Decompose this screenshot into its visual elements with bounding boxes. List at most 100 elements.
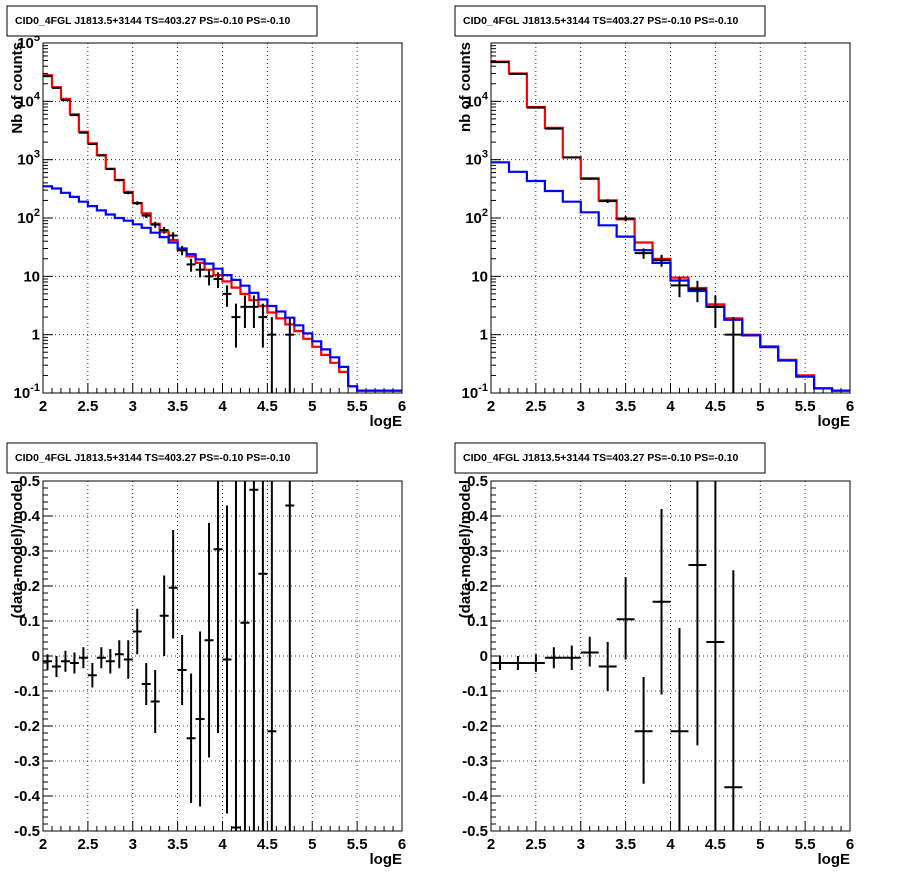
x-tick-label: 6 — [398, 836, 406, 853]
data-point — [562, 645, 581, 670]
y-tick-label: 0.2 — [19, 578, 40, 595]
data-point — [213, 272, 223, 289]
x-axis-ticks — [42, 383, 403, 393]
data-point — [60, 650, 70, 672]
x-tick-label: 5 — [756, 398, 764, 415]
data-point — [213, 481, 223, 733]
data-point — [598, 199, 617, 203]
x-axis-title: logE — [818, 413, 851, 430]
y-tick-label: 0 — [32, 648, 40, 665]
y-tick-label: -0.4 — [14, 788, 41, 805]
y-tick-label: 102 — [465, 207, 488, 227]
x-tick-label: 6 — [846, 398, 854, 415]
data-point — [267, 317, 277, 393]
data-point — [195, 263, 205, 278]
x-tick-label: 2.5 — [525, 398, 546, 415]
x-axis-title: logE — [818, 851, 851, 868]
data-point — [544, 127, 563, 130]
data-point — [240, 295, 250, 329]
title-box — [6, 5, 318, 37]
title-box — [454, 442, 766, 474]
x-tick-label: 3 — [577, 836, 585, 853]
data-points — [491, 61, 743, 393]
data-point — [132, 201, 142, 206]
x-tick-label: 4 — [666, 398, 675, 415]
x-tick-label: 3 — [577, 398, 585, 415]
data-point — [706, 295, 725, 329]
x-tick-label: 4 — [666, 836, 675, 853]
x-tick-label: 5.5 — [347, 398, 368, 415]
x-tick-label: 2.5 — [77, 836, 98, 853]
y-tick-label: 0.5 — [467, 473, 488, 490]
y-tick-label: 103 — [17, 149, 40, 169]
x-tick-label: 4.5 — [705, 836, 726, 853]
data-point — [114, 640, 124, 669]
data-point — [231, 303, 241, 348]
data-point — [43, 654, 52, 670]
data-point — [249, 295, 259, 329]
y-tick-label: -0.1 — [462, 683, 488, 700]
y-axis-title: nb of counts — [457, 42, 474, 132]
y-tick-label: -0.5 — [14, 823, 40, 840]
y-tick-label: 10 — [23, 268, 40, 285]
data-point — [141, 663, 151, 705]
data-point — [87, 143, 97, 146]
y-tick-label: 1 — [480, 327, 488, 344]
x-tick-label: 5 — [756, 836, 764, 853]
y-tick-label: 0.5 — [19, 473, 40, 490]
y-tick-label: -0.4 — [462, 788, 489, 805]
data-point — [508, 656, 527, 670]
data-point — [634, 248, 653, 259]
x-tick-label: 3 — [129, 398, 137, 415]
chart-pad-2: 2 2.5 3 3.5 4 4.5 5 5.5 6 10-1 1 10 102 103 104 logE nb … — [454, 5, 854, 430]
x-tick-label: 4.5 — [257, 398, 278, 415]
data-points — [43, 481, 295, 831]
x-tick-label: 2 — [39, 398, 47, 415]
chart-pad-3: 2 2.5 3 3.5 4 4.5 5 5.5 6 -0.5 -0.4 -0.3 -0.2 -0.1 0 0.… — [6, 442, 406, 868]
data-point — [598, 642, 617, 691]
data-point — [724, 570, 743, 831]
data-point — [78, 131, 88, 134]
data-point — [43, 75, 52, 78]
data-point — [150, 670, 160, 733]
chart-title: CID0_4FGL J1813.5+3144 TS=403.27 PS=-0.1… — [15, 15, 290, 27]
y-tick-label: -0.3 — [462, 753, 488, 770]
y-tick-label: 104 — [465, 90, 489, 110]
chart-pad-1: 2 2.5 3 3.5 4 4.5 5 5.5 6 10-1 1 10 102 103 104 105 logE… — [6, 5, 406, 430]
x-tick-label: 2 — [487, 836, 495, 853]
data-point — [267, 481, 277, 831]
chart-title: CID0_4FGL J1813.5+3144 TS=403.27 PS=-0.1… — [15, 452, 290, 464]
data-point — [670, 628, 689, 831]
data-point — [159, 575, 169, 656]
data-point — [670, 277, 689, 298]
data-point — [688, 280, 707, 303]
data-point — [69, 114, 79, 117]
data-point — [724, 317, 743, 393]
y-tick-label: 0.3 — [467, 543, 488, 560]
data-point — [562, 156, 581, 159]
data-point — [258, 481, 268, 831]
data-point — [616, 577, 635, 660]
y-tick-label: 10-1 — [462, 382, 488, 402]
x-tick-label: 3.5 — [167, 836, 188, 853]
data-point — [105, 168, 115, 171]
data-point — [544, 647, 563, 669]
data-point — [51, 656, 61, 677]
y-tick-label: -0.2 — [14, 718, 40, 735]
data-point — [204, 269, 214, 286]
title-box — [6, 442, 318, 474]
y-tick-label: -0.2 — [462, 718, 488, 735]
data-point — [249, 481, 259, 831]
x-tick-label: 2 — [39, 836, 47, 853]
x-tick-label: 5.5 — [347, 836, 368, 853]
x-tick-label: 5 — [308, 836, 316, 853]
y-tick-label: 103 — [465, 149, 488, 169]
x-axis-ticks — [490, 821, 851, 831]
data-point — [652, 254, 671, 267]
plot-frame — [42, 480, 403, 832]
data-point — [177, 635, 187, 705]
x-tick-label: 5 — [308, 398, 316, 415]
data-points — [43, 75, 295, 393]
y-axis-title: (data-model)/model — [457, 480, 474, 618]
